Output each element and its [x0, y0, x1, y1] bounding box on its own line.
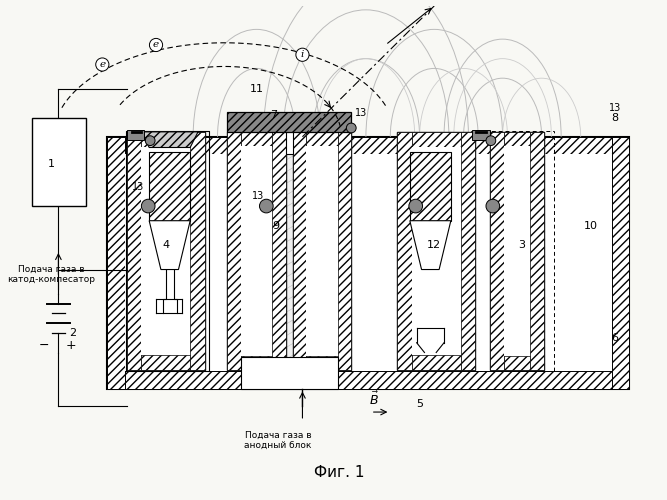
Bar	[412, 146, 461, 356]
Bar	[141, 146, 190, 356]
Polygon shape	[472, 130, 490, 140]
Bar	[293, 132, 352, 370]
Bar	[286, 125, 293, 154]
Text: i: i	[301, 50, 304, 59]
Bar	[397, 132, 412, 370]
Text: e: e	[99, 60, 105, 69]
Bar	[127, 132, 205, 370]
Bar	[272, 132, 286, 370]
Text: 12: 12	[427, 240, 442, 250]
Text: 9: 9	[273, 220, 279, 230]
Text: Подача газа в
анодный блок: Подача газа в анодный блок	[244, 430, 311, 450]
Bar	[127, 132, 141, 370]
Bar	[412, 132, 461, 146]
Bar	[32, 118, 86, 206]
Bar	[227, 132, 286, 370]
Bar	[504, 132, 530, 145]
Bar	[306, 356, 338, 370]
Bar	[241, 146, 272, 356]
Text: 8: 8	[611, 113, 618, 123]
Text: 2: 2	[69, 328, 77, 338]
Bar	[412, 356, 461, 370]
Text: 6: 6	[612, 333, 618, 343]
Bar	[338, 132, 352, 370]
Polygon shape	[149, 220, 190, 270]
Bar	[126, 131, 209, 371]
Text: 13: 13	[252, 192, 265, 202]
Text: Фиг. 1: Фиг. 1	[314, 465, 365, 480]
Text: +: +	[66, 339, 77, 352]
Text: 7: 7	[269, 110, 277, 120]
Text: 10: 10	[584, 220, 598, 230]
Circle shape	[486, 199, 500, 213]
Bar	[107, 137, 630, 388]
Text: Подача газа в
катод-компесатор: Подача газа в катод-компесатор	[7, 264, 95, 284]
Bar	[461, 132, 476, 370]
Bar	[612, 137, 630, 388]
Text: 1: 1	[48, 159, 55, 169]
Bar	[286, 154, 293, 371]
Circle shape	[141, 199, 155, 213]
Circle shape	[486, 136, 496, 145]
Text: 13: 13	[132, 182, 145, 192]
Bar	[241, 358, 338, 388]
Bar	[490, 132, 504, 370]
Text: 5: 5	[416, 399, 423, 409]
Bar	[504, 146, 530, 356]
Text: 11: 11	[249, 84, 263, 94]
Text: 13: 13	[609, 104, 621, 114]
Circle shape	[145, 136, 155, 145]
Bar	[149, 152, 190, 220]
Bar	[141, 356, 190, 370]
Text: 3: 3	[519, 240, 526, 250]
Text: −: −	[39, 339, 49, 352]
Circle shape	[409, 199, 422, 213]
Circle shape	[346, 123, 356, 133]
Bar	[241, 132, 272, 145]
Bar	[227, 112, 352, 132]
Bar	[190, 132, 205, 370]
Text: 4: 4	[162, 240, 169, 250]
Bar	[141, 132, 190, 146]
Bar	[397, 132, 476, 370]
Bar	[306, 132, 338, 145]
Text: e: e	[153, 40, 159, 50]
Bar	[107, 137, 125, 388]
Bar	[530, 132, 544, 370]
Circle shape	[259, 199, 273, 213]
Bar	[306, 146, 338, 356]
Bar	[125, 154, 612, 371]
Polygon shape	[127, 130, 144, 140]
Bar	[227, 132, 241, 370]
Polygon shape	[410, 220, 451, 270]
Bar	[490, 132, 544, 370]
Bar	[410, 152, 451, 220]
Text: $\vec{B}$: $\vec{B}$	[369, 391, 379, 408]
Bar	[107, 371, 630, 388]
Bar	[241, 356, 272, 370]
Text: 13: 13	[355, 108, 367, 118]
Bar	[293, 132, 306, 370]
Polygon shape	[141, 132, 198, 148]
Bar	[504, 356, 530, 370]
Bar	[107, 137, 630, 154]
